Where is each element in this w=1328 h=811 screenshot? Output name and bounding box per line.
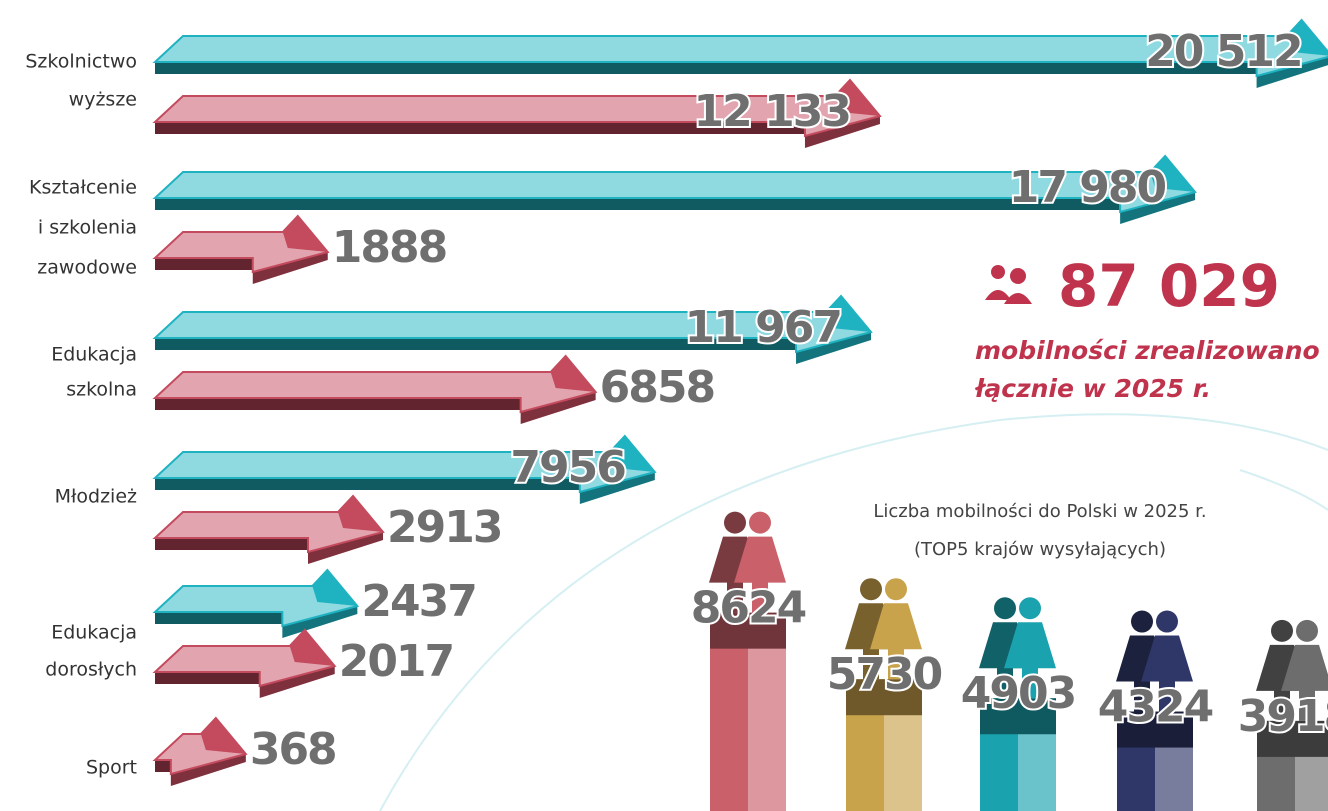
total-text: łącznie w 2025 r. (974, 374, 1211, 403)
people-icon (1256, 619, 1328, 721)
bar-cap (1117, 711, 1193, 748)
category-label: i szkolenia (38, 217, 137, 239)
arrow-side (155, 478, 580, 490)
arrow (152, 628, 337, 698)
arrow-head-top (609, 436, 655, 472)
head (1019, 597, 1041, 620)
value-label: 8624 (691, 583, 806, 634)
arrow-head-top (550, 356, 596, 392)
arrow-side (155, 122, 805, 134)
people-icon (1116, 610, 1193, 712)
value-label: 4324 (1098, 682, 1213, 733)
arrow (152, 294, 873, 364)
pictogram-bar (710, 612, 786, 811)
head (1131, 610, 1153, 633)
total-text: mobilności zrealizowano (975, 336, 1320, 365)
people-icon (979, 597, 1056, 699)
arrow-head-top (312, 570, 358, 606)
decor-arc (379, 413, 1328, 811)
head (724, 511, 746, 534)
arrow-side (155, 258, 253, 270)
value-label: 17 980 (1009, 162, 1166, 213)
value-label: 3918 (1238, 691, 1328, 742)
arrow-head-top (1150, 156, 1196, 192)
body (734, 536, 786, 613)
head (1296, 619, 1318, 642)
arrow-head-top (200, 718, 246, 754)
people-icon (845, 578, 922, 680)
category-label: szkolna (66, 379, 137, 401)
value-label: 2913 (387, 502, 501, 553)
arrow-side (155, 612, 283, 624)
arrow (152, 568, 360, 638)
value-label: 1888 (332, 222, 446, 273)
pictogram-subtitle: (TOP5 krajów wysyłających) (914, 539, 1166, 560)
category-label: Kształcenie (29, 177, 137, 199)
value-label: 368 (250, 724, 336, 775)
arrow-head-top (282, 216, 328, 252)
arrow-side (155, 672, 260, 684)
arrow-head-top (834, 80, 880, 116)
head (885, 578, 907, 601)
arrow-side (155, 760, 171, 772)
arrow-side (155, 338, 797, 350)
body (1004, 622, 1056, 699)
value-label: 5730 (827, 649, 942, 700)
body (870, 603, 922, 680)
head (1156, 610, 1178, 633)
total-value: 87 029 (1058, 252, 1280, 320)
bar-cap (846, 679, 922, 716)
value-label: 7956 (510, 442, 625, 493)
head (1271, 619, 1293, 642)
pictogram-title: Liczba mobilności do Polski w 2025 r. (873, 501, 1206, 522)
people-icon (709, 511, 786, 613)
body (1141, 635, 1193, 712)
head (994, 597, 1016, 620)
pictogram-bar (980, 698, 1056, 811)
value-label: 4903 (961, 668, 1075, 719)
category-label: Szkolnictwo (25, 51, 137, 73)
arrow (152, 18, 1328, 88)
head (749, 511, 771, 534)
value-label: 11 967 (685, 302, 841, 353)
category-label: Edukacja (51, 622, 137, 644)
arrow-head-top (1286, 20, 1328, 56)
value-label: 6858 (600, 362, 714, 413)
arrow-head-top (338, 496, 384, 532)
arrow (152, 494, 385, 564)
value-label: 2017 (339, 636, 453, 687)
arrow-head-top (289, 630, 335, 666)
arrow (152, 78, 882, 148)
arrow (152, 434, 657, 504)
arrow (152, 154, 1197, 224)
category-label: Edukacja (51, 344, 137, 366)
arrow-head-top (826, 296, 872, 332)
body (1281, 644, 1328, 721)
arrow-side (155, 198, 1121, 210)
value-label: 2437 (361, 576, 475, 627)
category-label: wyższe (69, 89, 137, 111)
pictogram-bar (1117, 711, 1193, 811)
pictogram-bar (846, 679, 922, 811)
category-label: zawodowe (37, 257, 137, 279)
category-label: Młodzież (55, 486, 137, 508)
people-icon (985, 265, 1032, 304)
pictogram-bar (1257, 720, 1328, 811)
decor-arc (1239, 469, 1328, 511)
arrow-side (155, 62, 1257, 74)
category-label: dorosłych (45, 659, 137, 681)
value-label: 12 133 (694, 86, 850, 137)
category-label: Sport (86, 757, 137, 779)
arrow (152, 716, 248, 786)
bar-cap (710, 612, 786, 649)
head (860, 578, 882, 601)
value-label: 20 512 (1145, 26, 1301, 77)
arrow-side (155, 398, 521, 410)
arrow-side (155, 538, 309, 550)
arrow (152, 354, 598, 424)
bar-cap (1257, 720, 1328, 757)
bar-cap (980, 698, 1056, 735)
arrow (152, 214, 330, 284)
